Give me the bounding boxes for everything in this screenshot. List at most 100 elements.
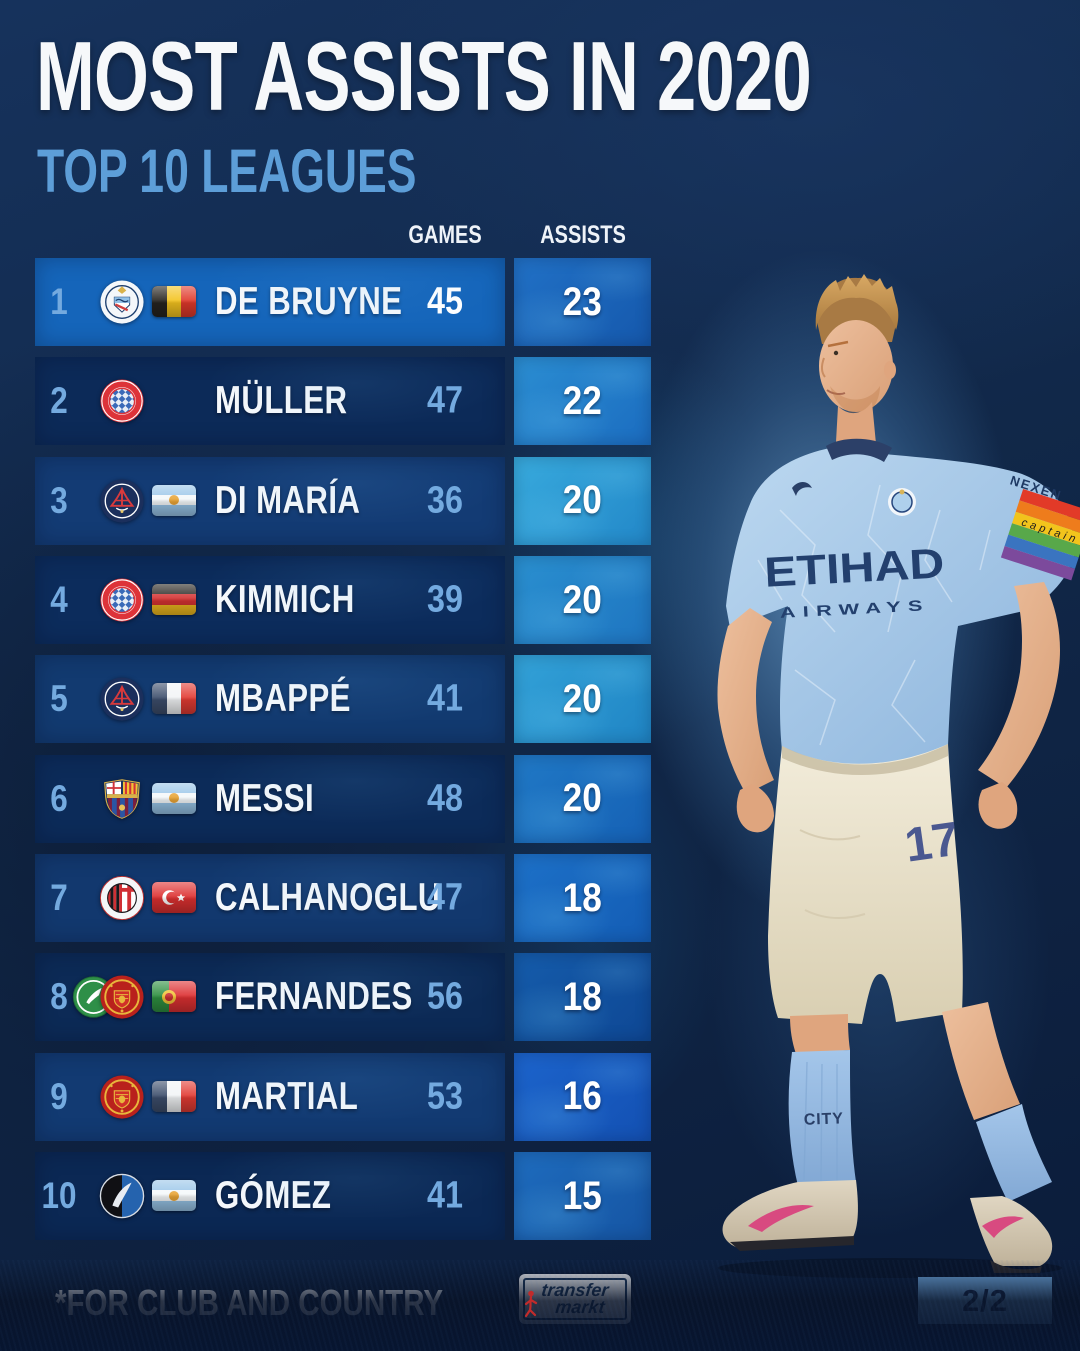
table-row: 10 GÓMEZ 41 15: [35, 1152, 651, 1241]
table-row: 3 DI MARÍA 36 20: [35, 456, 651, 545]
player-name: MARTIAL: [215, 1074, 359, 1118]
table-row: 1 DE BRUYNE 45 23: [35, 258, 651, 346]
player-legs: CITY: [788, 1002, 1052, 1202]
page-title: MOST ASSISTS IN 2020: [36, 21, 812, 131]
row-band: 9 MARTIAL 53: [35, 1052, 505, 1141]
assists-value: 22: [562, 378, 603, 423]
table-row: 5 MBAPPÉ 41 20: [35, 655, 651, 744]
assists-cell: 18: [514, 953, 651, 1042]
club-badge-manchester-united: [99, 1074, 145, 1120]
row-band: 4 KIMMICH 39: [35, 556, 505, 645]
jersey-pattern: [757, 484, 991, 746]
club-badge-psg: [99, 478, 145, 524]
footnote: *FOR CLUB AND COUNTRY: [55, 1282, 444, 1323]
jersey-collar: [826, 438, 892, 462]
club-badge-barcelona: [99, 776, 145, 822]
player-name: GÓMEZ: [215, 1174, 332, 1218]
games-value: 45: [427, 280, 463, 323]
games-value: 47: [427, 876, 463, 919]
assists-column-header: ASSISTS: [540, 221, 626, 249]
assists-value: 20: [562, 577, 603, 622]
page-subtitle: TOP 10 LEAGUES: [37, 137, 417, 205]
player-name: MESSI: [215, 776, 315, 820]
assists-value: 16: [562, 1074, 603, 1119]
puma-logo-icon: [792, 482, 812, 496]
row-band: 8 FERNANDES 56: [35, 953, 505, 1042]
club-badge-bayern-munich: [99, 577, 145, 623]
argentina-flag-icon: [152, 484, 196, 516]
games-value: 48: [427, 777, 463, 820]
club-badge-ac-milan: [99, 875, 145, 921]
france-flag-icon: [152, 683, 196, 715]
player-neck: [836, 402, 876, 450]
assists-cell: 15: [514, 1152, 651, 1241]
rank-label: 8: [50, 976, 68, 1018]
player-name: KIMMICH: [215, 578, 355, 622]
club-badge-psg: [99, 676, 145, 722]
shorts-number: 17: [902, 813, 962, 873]
games-value: 39: [427, 578, 463, 621]
assists-cell: 20: [514, 655, 651, 744]
games-value: 41: [427, 1174, 463, 1217]
transfermarkt-logo-frame: transfer markt: [523, 1278, 627, 1320]
assists-cell: 23: [514, 258, 651, 346]
row-band: 6 MESSI 48: [35, 754, 505, 843]
row-band: 10 GÓMEZ 41: [35, 1152, 505, 1241]
assists-cell: 22: [514, 357, 651, 446]
captain-armband: captain: [1000, 488, 1080, 581]
games-value: 53: [427, 1075, 463, 1118]
rank-label: 4: [50, 579, 68, 621]
player-arms: [717, 582, 1060, 833]
row-band: 2 MÜLLER 47: [35, 357, 505, 446]
rank-label: 10: [41, 1175, 77, 1217]
rank-label: 1: [50, 281, 68, 322]
player-boots: [722, 1180, 1053, 1273]
assists-value: 23: [562, 279, 603, 324]
player-name: CALHANOGLU: [215, 876, 441, 920]
table-row: 6 MESSI 48 20: [35, 754, 651, 843]
player-head: [815, 274, 899, 415]
table-row: 8 FERNANDES 56 18: [35, 953, 651, 1042]
table-row: 9 MARTIAL 53 16: [35, 1052, 651, 1141]
assists-value: 20: [562, 478, 603, 523]
row-band: 3 DI MARÍA 36: [35, 456, 505, 545]
assists-value: 20: [562, 676, 603, 721]
belgium-flag-icon: [152, 286, 196, 317]
page-indicator-badge: 2/2: [918, 1277, 1052, 1324]
turkey-flag-icon: [152, 882, 196, 914]
assists-cell: 20: [514, 754, 651, 843]
rank-label: 3: [50, 479, 68, 521]
assists-cell: 20: [514, 556, 651, 645]
row-band: 5 MBAPPÉ 41: [35, 655, 505, 744]
argentina-flag-icon: [152, 782, 196, 814]
player-name: MBAPPÉ: [215, 677, 351, 721]
row-band: 1 DE BRUYNE 45: [35, 258, 505, 346]
player-photo: ETIHAD AIRWAYS NEXEN captain 1: [717, 274, 1080, 1278]
argentina-flag-icon: [152, 1180, 196, 1212]
games-value: 56: [427, 975, 463, 1018]
assists-value: 18: [562, 875, 603, 920]
row-band: 7 CALHANOGLU 47: [35, 854, 505, 943]
table-row: 4 KIMMICH 39 20: [35, 556, 651, 645]
club-badge-manchester-city: [99, 279, 145, 325]
assists-value: 18: [562, 974, 603, 1019]
games-value: 41: [427, 677, 463, 720]
rank-label: 9: [50, 1075, 68, 1117]
player-name: DI MARÍA: [215, 478, 361, 522]
games-value: 36: [427, 479, 463, 522]
france-flag-icon: [152, 1080, 196, 1112]
club-badge-bayern-munich: [99, 378, 145, 424]
assists-cell: 16: [514, 1052, 651, 1141]
rank-label: 6: [50, 777, 68, 819]
sock-text: CITY: [804, 1110, 845, 1128]
ranking-table: 1 DE BRUYNE 45 23 2 MÜLLER 47 22: [35, 258, 651, 1258]
club-badge-manchester-united: [99, 974, 145, 1020]
assists-cell: 20: [514, 456, 651, 545]
rank-label: 5: [50, 678, 68, 720]
player-name: DE BRUYNE: [215, 280, 403, 323]
player-shorts: 17: [768, 744, 963, 1024]
games-value: 47: [427, 379, 463, 422]
germany-flag-icon: [152, 584, 196, 616]
table-row: 2 MÜLLER 47 22: [35, 357, 651, 446]
games-column-header: GAMES: [408, 221, 482, 249]
